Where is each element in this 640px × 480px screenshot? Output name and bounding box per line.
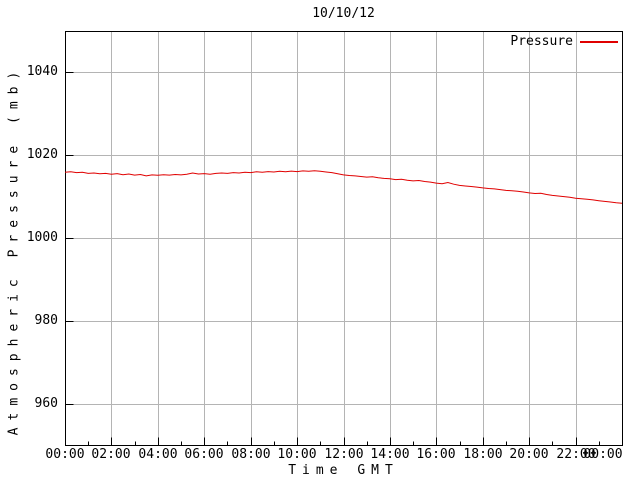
x-tick-label: 02:00 bbox=[91, 447, 131, 462]
y-tick-label: 1040 bbox=[26, 64, 58, 79]
x-tick-label: 22:00 bbox=[556, 447, 596, 462]
y-axis-label: Atmospheric Pressure (mb) bbox=[6, 64, 22, 436]
x-tick-label: 18:00 bbox=[463, 447, 503, 462]
y-tick-label: 980 bbox=[34, 313, 58, 328]
x-tick-label: 00:00 bbox=[583, 447, 623, 462]
x-tick-label: 00:00 bbox=[45, 447, 85, 462]
chart-title: 10/10/12 bbox=[312, 6, 375, 21]
x-axis-label: Time GMT bbox=[288, 463, 399, 478]
x-tick-label: 16:00 bbox=[416, 447, 456, 462]
x-tick-label: 06:00 bbox=[184, 447, 224, 462]
legend-label: Pressure bbox=[510, 34, 573, 49]
x-tick-label: 10:00 bbox=[277, 447, 317, 462]
x-tick-label: 08:00 bbox=[231, 447, 271, 462]
y-tick-label: 1020 bbox=[26, 147, 58, 162]
x-tick-label: 14:00 bbox=[370, 447, 410, 462]
x-tick-label: 12:00 bbox=[324, 447, 364, 462]
y-tick-label: 960 bbox=[34, 396, 58, 411]
legend-line-sample bbox=[580, 41, 618, 43]
y-tick-label: 1000 bbox=[26, 230, 58, 245]
legend: Pressure bbox=[510, 35, 618, 49]
x-tick-label: 04:00 bbox=[138, 447, 178, 462]
x-tick-label: 20:00 bbox=[509, 447, 549, 462]
